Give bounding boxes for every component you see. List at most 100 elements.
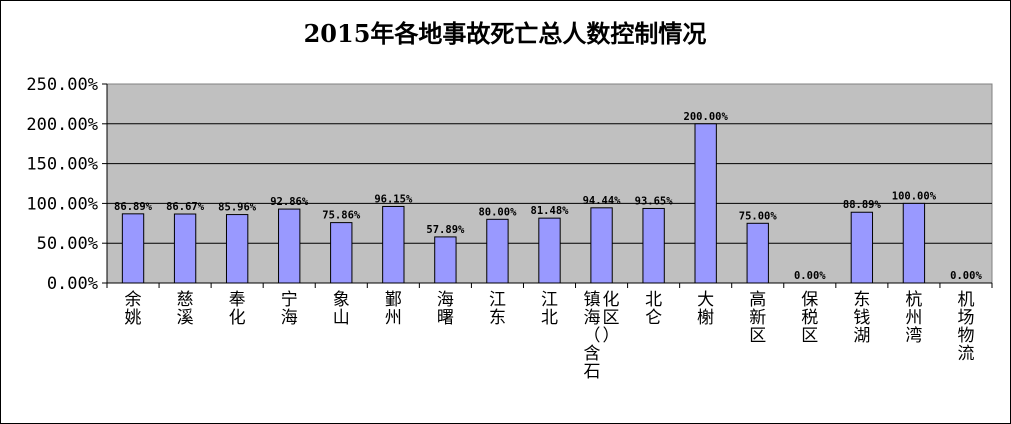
bar bbox=[434, 236, 457, 284]
category-char: 海 bbox=[281, 308, 298, 328]
category-char: 湖 bbox=[853, 326, 870, 346]
data-label: 80.00% bbox=[478, 206, 517, 218]
category-char: 流 bbox=[957, 344, 974, 364]
bar bbox=[173, 213, 197, 284]
category-char: 湾 bbox=[905, 326, 922, 346]
category-label: 大榭 bbox=[697, 290, 714, 328]
category-char: 化 bbox=[603, 290, 620, 310]
category-char: 石 bbox=[584, 362, 601, 382]
category-char: 北 bbox=[645, 290, 662, 310]
category-label: 北仑 bbox=[645, 290, 662, 328]
bar bbox=[538, 217, 561, 284]
category-char: 保 bbox=[801, 290, 818, 310]
category-label: 余姚 bbox=[125, 290, 142, 328]
data-label: 75.86% bbox=[322, 210, 361, 222]
y-tick-label: 150.00% bbox=[26, 155, 98, 175]
category-label: 鄞州 bbox=[385, 290, 402, 328]
data-label: 85.96% bbox=[218, 202, 257, 214]
category-label: 保税区 bbox=[801, 290, 818, 346]
category-char: 北 bbox=[541, 308, 558, 328]
category-label: 江东 bbox=[489, 290, 506, 328]
category-label: 江北 bbox=[541, 290, 558, 328]
data-label: 200.00% bbox=[684, 111, 729, 123]
category-char: 化 bbox=[229, 308, 246, 328]
category-char: 鄞 bbox=[385, 290, 402, 310]
bar bbox=[850, 211, 874, 284]
y-tick-label: 50.00% bbox=[37, 234, 98, 254]
category-char: 东 bbox=[853, 290, 870, 310]
category-char: 区 bbox=[603, 308, 620, 328]
data-labels: 86.89% 86.67% 85.96% 92.86% 75.86% 96.15% 57.8… bbox=[114, 111, 982, 282]
category-char: 慈 bbox=[177, 290, 194, 310]
bar bbox=[278, 208, 301, 284]
data-label: 93.65% bbox=[635, 195, 674, 207]
category-char: 江 bbox=[541, 290, 558, 310]
category-char: 州 bbox=[385, 308, 402, 328]
bar bbox=[590, 207, 613, 284]
category-char: （ bbox=[584, 326, 601, 346]
category-char: 东 bbox=[489, 308, 506, 328]
data-label: 96.15% bbox=[374, 193, 413, 205]
bar bbox=[382, 205, 405, 284]
bar bbox=[121, 213, 145, 284]
category-char: ） bbox=[603, 326, 620, 346]
bar bbox=[746, 222, 769, 284]
y-tick-label: 200.00% bbox=[26, 115, 98, 135]
data-label: 57.89% bbox=[426, 224, 465, 236]
category-label: 杭州湾 bbox=[905, 290, 922, 346]
category-char: 仑 bbox=[645, 308, 662, 328]
category-char: 余 bbox=[125, 290, 142, 310]
category-char: 区 bbox=[801, 326, 818, 346]
category-label: 高新区 bbox=[749, 290, 766, 346]
y-tick-label: 100.00% bbox=[26, 194, 98, 214]
category-char: 镇 bbox=[584, 290, 601, 310]
category-char: 溪 bbox=[177, 308, 194, 328]
category-labels: 余姚慈溪奉化宁海象山鄞州海曙江东江北镇海（含石化区）北仑大榭高新区保税区东钱湖杭… bbox=[125, 290, 975, 382]
category-char: 物 bbox=[957, 326, 974, 346]
data-label: 100.00% bbox=[892, 190, 937, 202]
category-label: 海曙 bbox=[437, 290, 454, 328]
y-tick-label: 0.00% bbox=[47, 274, 98, 294]
chart-title: 2015年各地事故死亡总人数控制情况 bbox=[304, 19, 707, 48]
category-char: 海 bbox=[584, 308, 601, 328]
category-char: 姚 bbox=[125, 308, 142, 328]
bar bbox=[225, 214, 249, 284]
category-char: 高 bbox=[749, 290, 766, 310]
category-char: 奉 bbox=[229, 290, 246, 310]
category-char: 区 bbox=[749, 326, 766, 346]
y-tick-label: 250.00% bbox=[26, 75, 98, 95]
bars bbox=[121, 123, 926, 284]
category-label: 象山 bbox=[333, 290, 350, 328]
category-label: 慈溪 bbox=[177, 290, 194, 328]
category-char: 大 bbox=[697, 290, 714, 310]
data-label: 0.00% bbox=[950, 270, 982, 282]
bar bbox=[694, 123, 717, 284]
category-char: 山 bbox=[333, 308, 350, 328]
data-label: 92.86% bbox=[270, 196, 309, 208]
category-char: 曙 bbox=[437, 308, 454, 328]
category-char: 钱 bbox=[853, 308, 870, 328]
bar bbox=[902, 202, 926, 284]
category-char: 杭 bbox=[905, 290, 922, 310]
bar bbox=[486, 218, 509, 284]
category-char: 机 bbox=[957, 290, 974, 310]
bar bbox=[330, 222, 353, 284]
category-label: 东钱湖 bbox=[853, 290, 870, 346]
category-char: 海 bbox=[437, 290, 454, 310]
data-label: 86.67% bbox=[166, 201, 205, 213]
category-label: 奉化 bbox=[229, 290, 246, 328]
category-char: 场 bbox=[957, 308, 974, 328]
category-char: 象 bbox=[333, 290, 350, 310]
category-label: 镇海（含石 化区） bbox=[584, 290, 620, 382]
category-char: 榭 bbox=[697, 308, 714, 328]
data-label: 94.44% bbox=[583, 195, 622, 207]
data-label: 0.00% bbox=[794, 270, 826, 282]
data-label: 88.89% bbox=[843, 199, 882, 211]
data-label: 75.00% bbox=[739, 210, 778, 222]
category-char: 宁 bbox=[281, 290, 298, 310]
data-label: 81.48% bbox=[531, 205, 570, 217]
bar bbox=[642, 207, 665, 284]
category-char: 税 bbox=[801, 308, 818, 328]
